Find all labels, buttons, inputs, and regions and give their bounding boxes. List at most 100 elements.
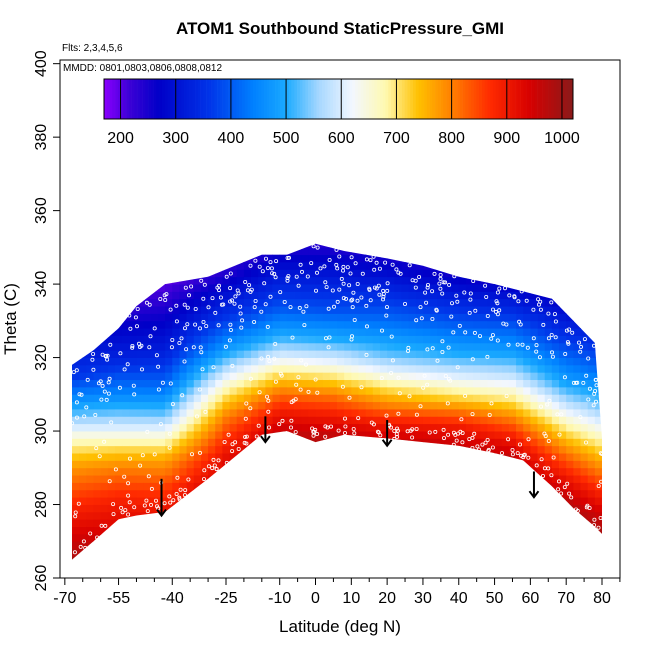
colorbar-cell <box>104 79 108 119</box>
heatmap-cell <box>594 262 602 270</box>
heatmap-cell <box>465 269 474 278</box>
heatmap-cell <box>530 306 538 314</box>
heatmap-cell <box>215 350 223 358</box>
heatmap-cell <box>465 409 474 417</box>
heatmap-cell <box>387 423 395 432</box>
heatmap-cell <box>594 453 602 461</box>
heatmap-cell <box>365 548 374 557</box>
heatmap-cell <box>588 563 596 571</box>
heatmap-cell <box>294 504 302 513</box>
heatmap-cell <box>415 555 424 560</box>
heatmap-cell <box>222 298 230 307</box>
heatmap-cell <box>114 467 123 476</box>
heatmap-cell <box>186 394 195 403</box>
heatmap-cell <box>186 497 195 505</box>
heatmap-cell <box>243 541 252 550</box>
heatmap-cell <box>465 364 474 373</box>
heatmap-cell <box>301 519 309 527</box>
heatmap-cell <box>337 460 345 469</box>
heatmap-cell <box>315 555 324 560</box>
heatmap-cell <box>193 409 202 417</box>
heatmap-cell <box>401 233 409 241</box>
heatmap-cell <box>200 328 209 336</box>
heatmap-cell <box>322 533 331 542</box>
heatmap-cell <box>587 342 596 351</box>
sample-point <box>438 272 443 277</box>
colorbar-cell <box>236 79 240 119</box>
heatmap-cell <box>215 269 223 278</box>
sample-point <box>355 298 360 303</box>
heatmap-cell <box>351 467 359 476</box>
heatmap-cell <box>136 423 145 432</box>
heatmap-cell <box>573 364 581 373</box>
heatmap-cell <box>265 541 273 550</box>
sample-point <box>248 376 253 381</box>
heatmap-cell <box>408 438 417 447</box>
heatmap-cell <box>365 262 374 270</box>
heatmap-cell <box>143 519 152 527</box>
heatmap-cell <box>251 394 259 403</box>
heatmap-cell <box>193 291 202 300</box>
sample-point <box>315 431 320 436</box>
heatmap-cell <box>530 379 538 388</box>
heatmap-cell <box>251 247 259 256</box>
heatmap-cell <box>401 555 410 560</box>
heatmap-cell <box>573 453 581 461</box>
heatmap-cell <box>387 504 395 513</box>
heatmap-cell <box>580 541 589 550</box>
sample-point <box>298 387 303 392</box>
heatmap-cell <box>100 431 109 439</box>
heatmap-cell <box>122 453 130 461</box>
heatmap-cell <box>251 475 259 483</box>
sample-point <box>348 271 353 276</box>
heatmap-cell <box>229 284 238 292</box>
sample-point <box>278 371 283 376</box>
heatmap-cell <box>408 482 417 491</box>
heatmap-cell <box>508 438 517 447</box>
heatmap-cell <box>229 460 238 469</box>
heatmap-cell <box>559 548 567 557</box>
sample-point <box>392 436 397 441</box>
sample-point <box>440 349 445 354</box>
heatmap-cell <box>523 269 531 278</box>
heatmap-cell <box>358 291 367 300</box>
heatmap-cell <box>308 313 316 322</box>
heatmap-cell <box>279 445 288 454</box>
heatmap-cell <box>122 320 130 329</box>
sample-point <box>265 324 270 329</box>
heatmap-cell <box>394 284 402 292</box>
heatmap-cell <box>172 541 180 550</box>
heatmap-cell <box>215 467 223 476</box>
heatmap-cell <box>594 243 602 248</box>
heatmap-cell <box>609 380 617 388</box>
heatmap-cell <box>544 276 553 285</box>
heatmap-cell <box>286 276 295 285</box>
heatmap-cell <box>573 328 581 336</box>
sample-point <box>168 500 173 505</box>
sample-point <box>204 324 209 329</box>
heatmap-cell <box>559 335 567 344</box>
heatmap-cell <box>473 431 481 439</box>
heatmap-cell <box>465 247 474 256</box>
heatmap-cell <box>437 409 445 417</box>
heatmap-cell <box>337 379 345 388</box>
heatmap-cell <box>157 555 166 560</box>
heatmap-cell <box>408 511 417 520</box>
heatmap-cell <box>208 533 216 542</box>
heatmap-cell <box>358 372 367 381</box>
sample-point <box>119 505 124 510</box>
sample-point <box>484 294 489 299</box>
heatmap-cell <box>294 262 302 270</box>
sample-point <box>550 350 555 355</box>
heatmap-cell <box>236 364 245 373</box>
heatmap-cell <box>523 313 531 322</box>
colorbar-cell <box>424 79 428 119</box>
sample-point <box>335 299 340 304</box>
sample-point <box>184 347 189 352</box>
heatmap-cell <box>114 438 123 447</box>
heatmap-cell <box>365 423 374 432</box>
heatmap-cell <box>437 482 445 491</box>
heatmap-cell <box>422 342 431 351</box>
sample-point <box>298 262 303 267</box>
heatmap-cell <box>329 335 338 344</box>
